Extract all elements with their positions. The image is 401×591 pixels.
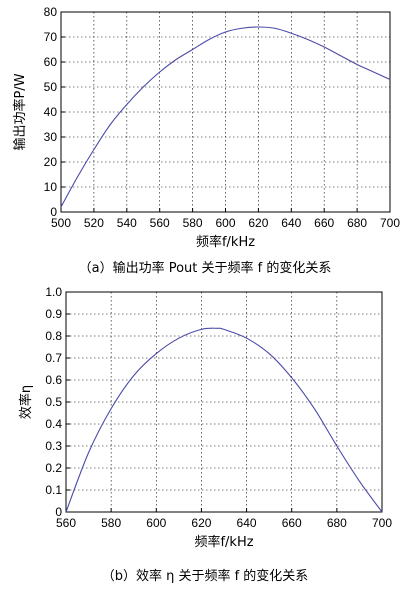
y-tick-label: 40 xyxy=(44,105,58,119)
y-tick-label: 0.4 xyxy=(45,417,62,431)
x-tick-label: 640 xyxy=(237,516,257,530)
x-tick-label: 700 xyxy=(372,516,392,530)
y-tick-label: 1.0 xyxy=(45,285,62,299)
y-tick-label: 0.5 xyxy=(45,395,62,409)
y-tick-label: 80 xyxy=(44,5,58,19)
chart-efficiency: 560 580 600 620 640 660 680 700 0 0.1 0.2 0.3 0.4 0.5… xyxy=(18,285,392,584)
figure-caption: （b）效率 η 关于频率 f 的变化关系 xyxy=(102,568,309,584)
x-tick-label: 620 xyxy=(191,516,211,530)
x-tick-label: 660 xyxy=(314,216,334,230)
x-axis-label: 频率f/kHz xyxy=(196,234,255,250)
y-tick-label: 0.8 xyxy=(45,329,62,343)
y-tick-label: 70 xyxy=(44,30,58,44)
x-tick-label: 580 xyxy=(183,216,203,230)
y-tick-label: 0.6 xyxy=(45,373,62,387)
x-tick-label: 500 xyxy=(51,216,71,230)
x-tick-label: 560 xyxy=(56,516,76,530)
y-tick-label: 0.1 xyxy=(45,483,62,497)
x-tick-label: 520 xyxy=(84,216,104,230)
x-tick-label: 680 xyxy=(347,216,367,230)
chart-output-power: 500 520 540 560 580 600 620 640 660 680 700 0 10 20 30… xyxy=(12,5,400,276)
y-tick-label: 0 xyxy=(50,205,57,219)
x-tick-label: 540 xyxy=(117,216,137,230)
y-axis-label: 效率η xyxy=(18,385,34,419)
y-tick-label: 10 xyxy=(44,180,58,194)
y-tick-label: 30 xyxy=(44,130,58,144)
x-tick-label: 700 xyxy=(380,216,400,230)
x-tick-label: 660 xyxy=(282,516,302,530)
x-tick-label: 580 xyxy=(101,516,121,530)
y-tick-label: 0.2 xyxy=(45,461,62,475)
x-tick-label: 680 xyxy=(327,516,347,530)
y-tick-label: 20 xyxy=(44,155,58,169)
x-tick-label: 560 xyxy=(150,216,170,230)
y-tick-label: 0 xyxy=(55,505,62,519)
y-axis-label: 输出功率P/W xyxy=(12,73,28,150)
y-tick-label: 0.9 xyxy=(45,307,62,321)
figure-caption: （a）输出功率 Pout 关于频率 f 的变化关系 xyxy=(79,260,332,276)
x-axis-label: 频率f/kHz xyxy=(194,534,253,550)
x-tick-label: 600 xyxy=(146,516,166,530)
y-tick-label: 0.7 xyxy=(45,351,62,365)
x-tick-label: 600 xyxy=(215,216,235,230)
series-line xyxy=(65,327,383,513)
y-tick-label: 60 xyxy=(44,55,58,69)
x-tick-label: 640 xyxy=(281,216,301,230)
x-tick-label: 620 xyxy=(248,216,268,230)
series-line xyxy=(60,26,391,208)
y-tick-label: 50 xyxy=(44,80,58,94)
y-tick-label: 0.3 xyxy=(45,439,62,453)
